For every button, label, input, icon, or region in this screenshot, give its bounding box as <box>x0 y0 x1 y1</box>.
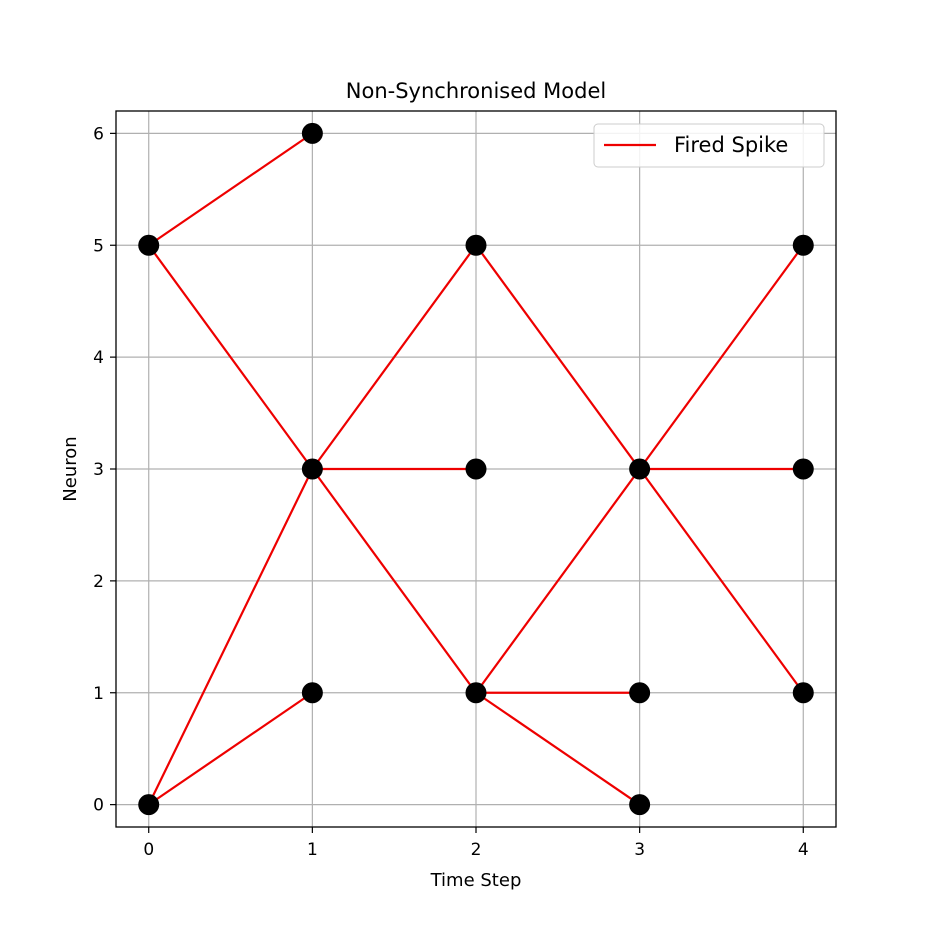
spike-line <box>147 467 314 806</box>
chart-title: Non-Synchronised Model <box>346 79 606 103</box>
data-point <box>629 794 651 816</box>
data-point <box>301 122 323 144</box>
spike-line <box>147 132 314 247</box>
y-tick-label: 2 <box>93 572 104 592</box>
spike-line <box>311 244 478 471</box>
x-tick-label: 2 <box>471 840 482 860</box>
spike-line <box>311 467 478 694</box>
data-point <box>465 458 487 480</box>
spike-line <box>474 467 641 694</box>
y-axis-label: Neuron <box>60 436 81 501</box>
spike-line <box>474 691 641 806</box>
spike-line <box>638 244 805 471</box>
x-tick-label: 1 <box>307 840 318 860</box>
spike-points <box>138 122 814 816</box>
data-point <box>629 682 651 704</box>
y-axis: 0 1 2 3 4 5 6 <box>93 124 116 816</box>
y-tick-label: 0 <box>93 796 104 816</box>
data-point <box>792 458 814 480</box>
x-axis: 0 1 2 3 4 <box>143 827 809 860</box>
y-tick-label: 4 <box>93 348 104 368</box>
data-point <box>792 682 814 704</box>
data-point <box>301 682 323 704</box>
spike-line <box>474 244 641 471</box>
data-point <box>465 682 487 704</box>
data-point <box>138 794 160 816</box>
legend: Fired Spike <box>593 123 825 168</box>
data-point <box>629 458 651 480</box>
x-tick-label: 0 <box>143 840 154 860</box>
x-tick-label: 4 <box>798 840 809 860</box>
spike-line <box>638 467 805 694</box>
data-point <box>138 234 160 256</box>
x-axis-label: Time Step <box>430 870 522 891</box>
spike-line <box>147 244 314 471</box>
y-tick-label: 6 <box>93 124 104 144</box>
y-tick-label: 1 <box>93 684 104 704</box>
y-tick-label: 5 <box>93 236 104 256</box>
legend-box <box>593 123 825 168</box>
x-tick-label: 3 <box>634 840 645 860</box>
data-point <box>301 458 323 480</box>
spike-line <box>147 691 314 806</box>
data-point <box>792 234 814 256</box>
data-point <box>465 234 487 256</box>
spike-lines <box>147 132 805 806</box>
legend-label: Fired Spike <box>674 133 788 157</box>
y-tick-label: 3 <box>93 460 104 480</box>
